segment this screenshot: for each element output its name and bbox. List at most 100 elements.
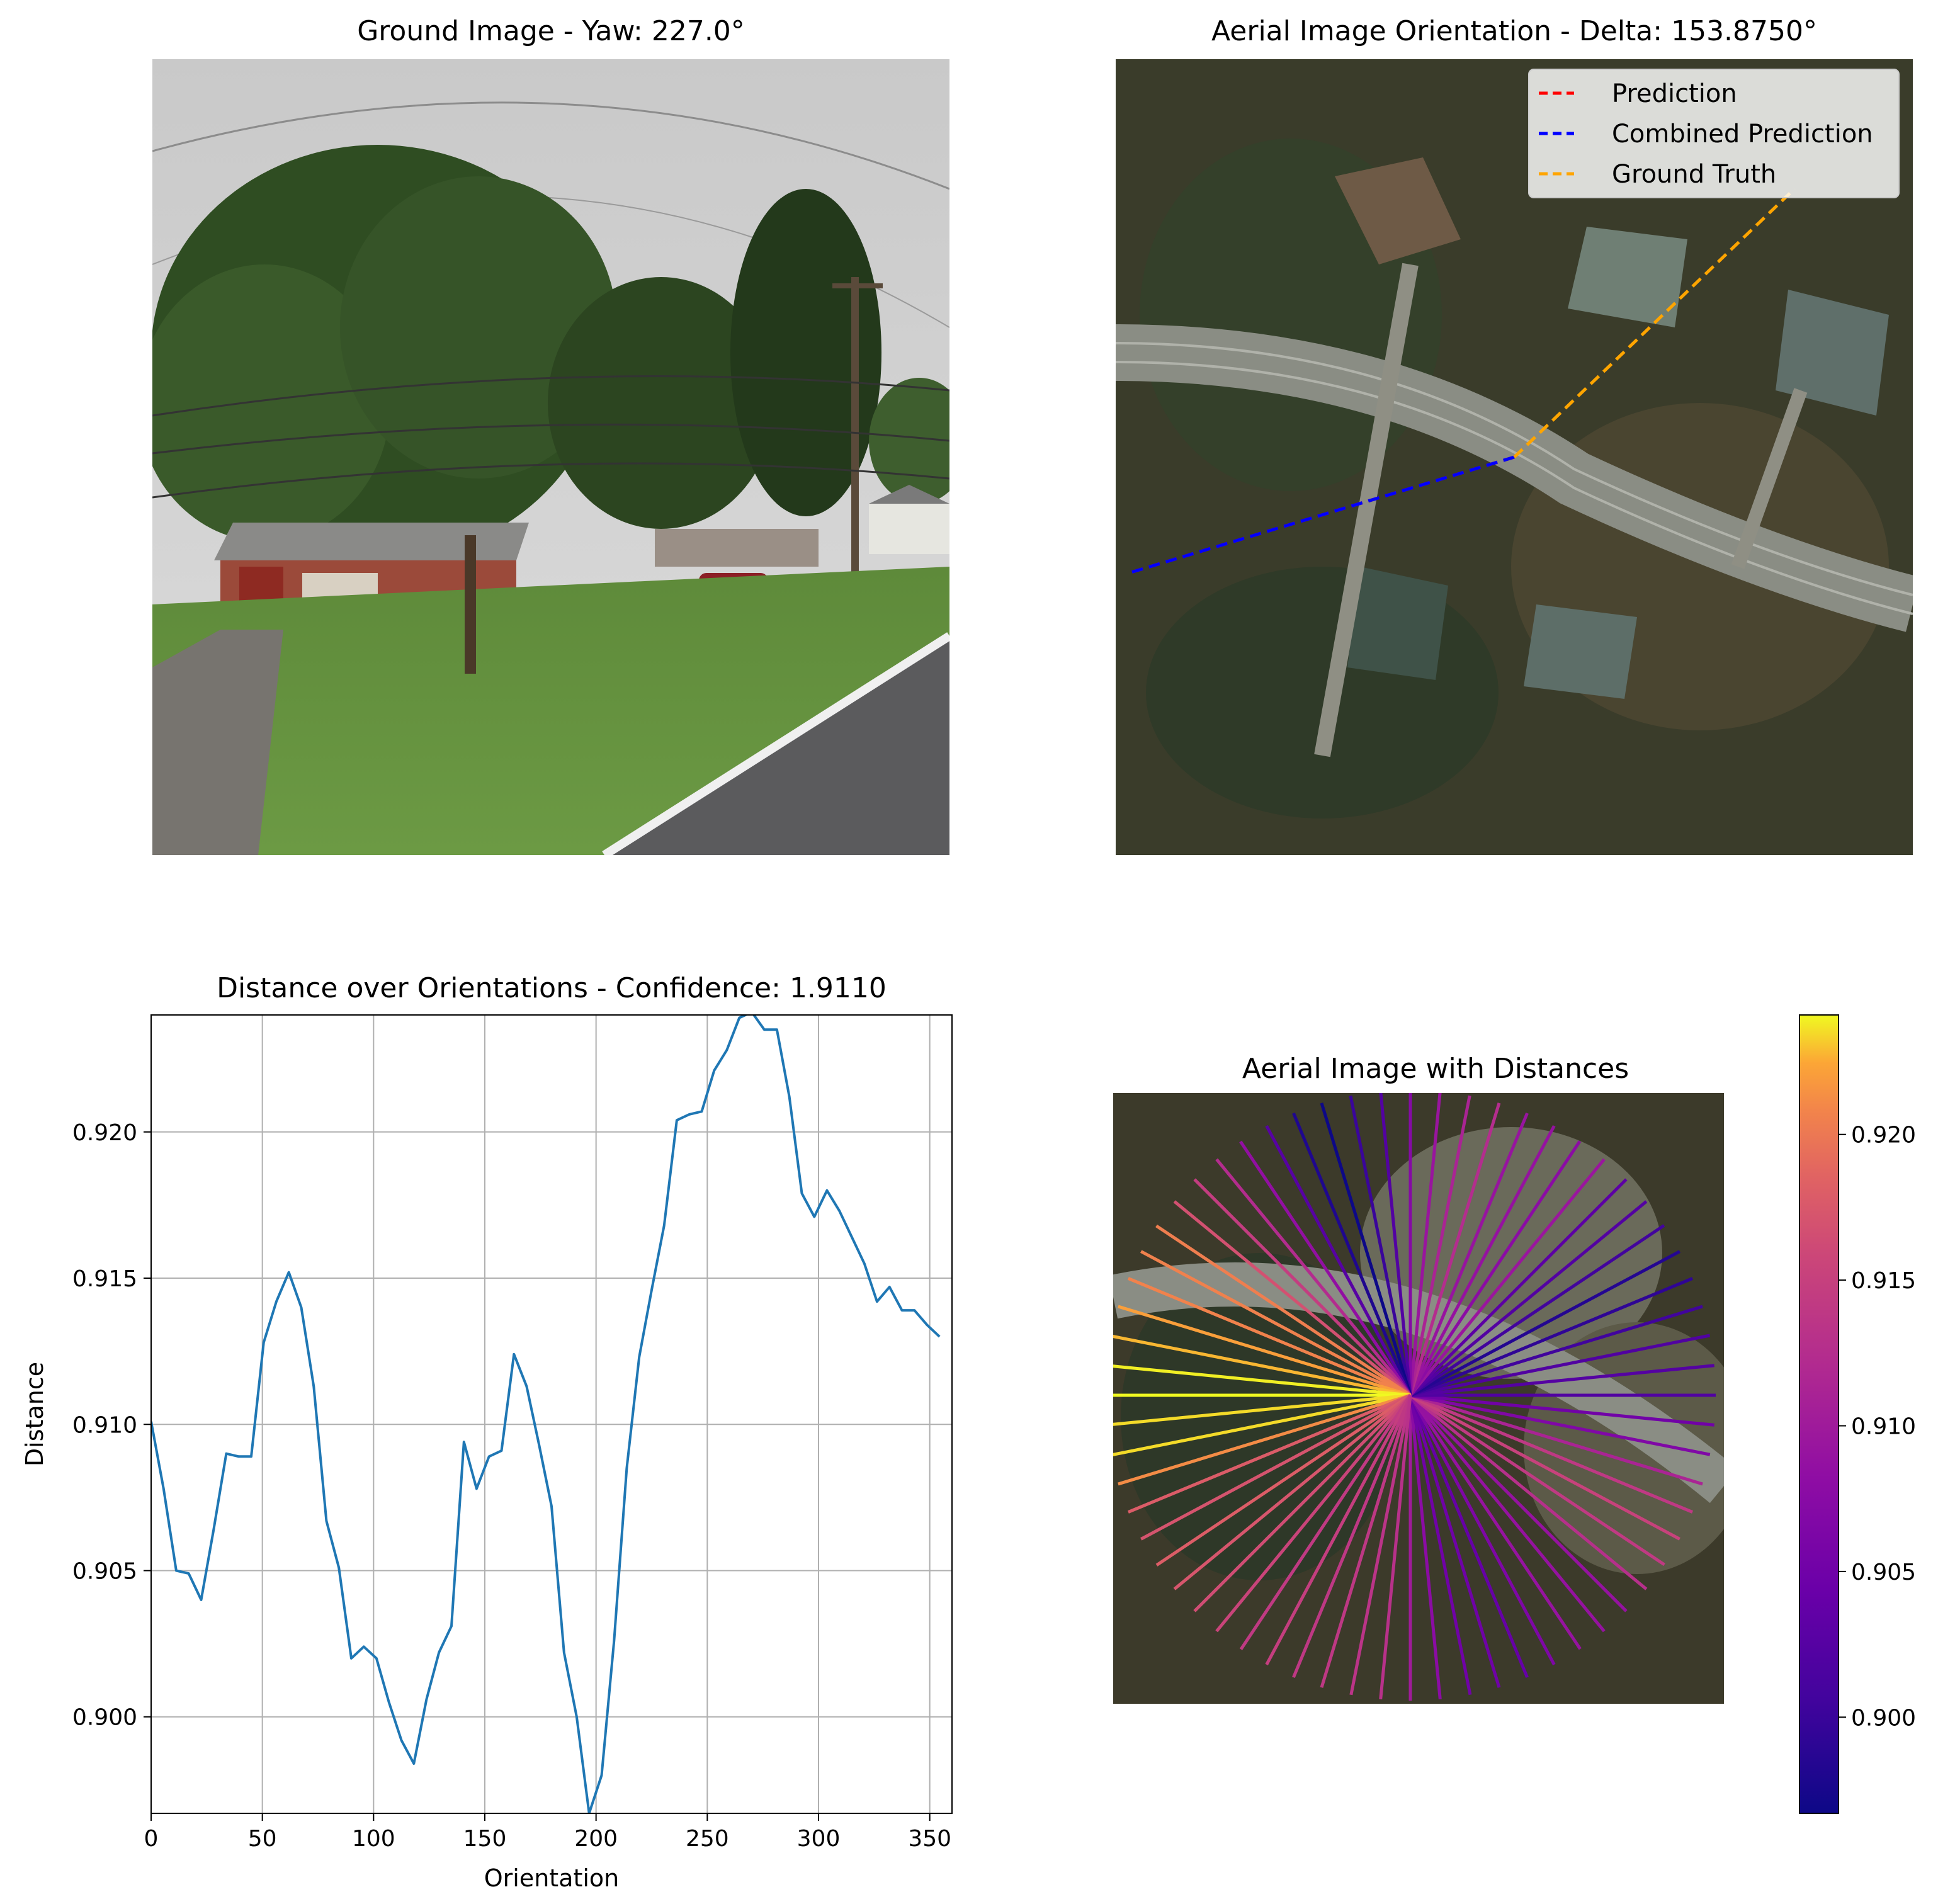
orientation-ray <box>1140 1393 1412 1541</box>
legend-label-prediction: Prediction <box>1612 79 1737 108</box>
distance-series-line <box>151 1015 941 1813</box>
orientation-ray <box>1379 1395 1412 1699</box>
orientation-ray <box>1193 1178 1412 1397</box>
ground-truth-line <box>1513 188 1796 458</box>
distances-title: Aerial Image with Distances <box>1242 1053 1629 1085</box>
orientation-ray <box>1408 1140 1582 1397</box>
colorbar-tick-label: 0.920 <box>1851 1123 1916 1148</box>
orientation-ray <box>1410 1364 1714 1397</box>
orientation-ray <box>1379 1093 1412 1396</box>
orientation-ray <box>1408 1395 1501 1688</box>
orientation-ray <box>1408 1395 1442 1699</box>
x-tick-label: 300 <box>797 1826 841 1852</box>
orientation-ray <box>1173 1394 1412 1590</box>
y-axis-label: Distance <box>21 1362 48 1466</box>
orientation-ray <box>1409 1158 1606 1397</box>
orientation-ray <box>1409 1250 1680 1397</box>
orientation-ray <box>1349 1395 1412 1696</box>
orientation-ray <box>1410 1334 1711 1397</box>
x-tick-label: 150 <box>463 1826 507 1852</box>
colorbar-tick-label: 0.900 <box>1851 1705 1916 1731</box>
orientation-ray <box>1408 1395 1472 1696</box>
orientation-ray <box>1265 1125 1412 1397</box>
orientation-ray <box>1410 1393 1711 1456</box>
orientation-ray <box>1292 1395 1412 1679</box>
orientation-ray <box>1113 1335 1411 1397</box>
orientation-ray <box>1320 1102 1412 1396</box>
colorbar-gradient <box>1799 1014 1839 1814</box>
orientation-ray <box>1410 1393 1714 1427</box>
orientation-ray <box>1118 1393 1411 1486</box>
orientation-ray <box>1292 1112 1412 1396</box>
orientation-ray <box>1408 1102 1501 1396</box>
colorbar-tick-label: 0.915 <box>1851 1268 1916 1294</box>
orientation-ray <box>1408 1095 1471 1396</box>
orientation-ray <box>1320 1395 1412 1688</box>
x-tick-label: 0 <box>144 1826 159 1852</box>
orientation-ray <box>1409 1394 1648 1590</box>
ground-title: Ground Image - Yaw: 227.0° <box>357 15 745 47</box>
orientation-ray <box>1409 1394 1628 1612</box>
orientation-ray <box>1408 1125 1556 1397</box>
x-tick-label: 50 <box>248 1826 277 1852</box>
orientation-ray <box>1409 1224 1665 1397</box>
ground-photo <box>152 59 949 855</box>
x-tick-label: 350 <box>908 1826 951 1852</box>
x-tick-label: 100 <box>352 1826 395 1852</box>
orientation-ray <box>1409 1200 1648 1397</box>
orientation-ray <box>1409 1393 1665 1567</box>
x-axis-label: Orientation <box>484 1864 620 1892</box>
orientation-ray <box>1155 1224 1412 1397</box>
colorbar-tick-label: 0.905 <box>1851 1560 1916 1585</box>
combined-prediction-line <box>1128 455 1515 575</box>
orientation-ray <box>1118 1305 1411 1397</box>
orientation-ray <box>1410 1277 1694 1397</box>
orientation-ray <box>1408 1394 1556 1665</box>
orientation-ray <box>1140 1250 1412 1397</box>
orientation-ray <box>1127 1277 1411 1397</box>
orientation-ray <box>1409 1393 1680 1541</box>
legend-label-combined: Combined Prediction <box>1612 120 1873 149</box>
orientation-ray <box>1408 1394 1582 1650</box>
orientation-ray <box>1193 1394 1412 1612</box>
orientation-ray <box>1409 1178 1628 1397</box>
orientation-ray <box>1349 1095 1412 1396</box>
aerial-panel: Aerial Image Orientation - Delta: 153.87… <box>1116 15 1913 855</box>
x-axis-ticks: 0 50 100 150 200 250 300 350 <box>144 1813 951 1852</box>
x-tick-label: 200 <box>574 1826 618 1852</box>
colorbar: 0.900 0.905 0.910 0.915 0.920 <box>1799 1014 1916 1814</box>
orientation-ray <box>1155 1393 1412 1567</box>
distance-line-chart: Distance over Orientations - Confidence:… <box>21 972 953 1892</box>
orientation-ray <box>1408 1093 1442 1396</box>
orientation-ray <box>1410 1305 1703 1397</box>
orientation-ray <box>1408 1395 1529 1679</box>
orientation-ray <box>1410 1393 1703 1486</box>
orientation-ray <box>1215 1394 1412 1633</box>
gridlines <box>150 1015 952 1813</box>
colorbar-tick-label: 0.910 <box>1851 1414 1916 1440</box>
orientation-ray <box>1239 1140 1412 1397</box>
plot-frame <box>150 1014 953 1814</box>
orientation-ray <box>1127 1393 1411 1514</box>
orientation-rays <box>1113 1093 1716 1701</box>
chart-title: Distance over Orientations - Confidence:… <box>217 972 887 1004</box>
orientation-ray <box>1113 1364 1411 1397</box>
y-tick-label: 0.915 <box>72 1266 137 1292</box>
y-tick-label: 0.905 <box>72 1558 137 1584</box>
distances-panel: Aerial Image with Distances 0.9000.9050.… <box>1113 1014 1916 1814</box>
aerial-title: Aerial Image Orientation - Delta: 153.87… <box>1211 15 1817 47</box>
aerial-legend: Prediction Combined Prediction Ground Tr… <box>1528 69 1900 198</box>
y-tick-label: 0.910 <box>72 1412 137 1438</box>
orientation-ray <box>1113 1393 1411 1456</box>
orientation-ray <box>1113 1393 1411 1426</box>
orientation-ray <box>1173 1200 1412 1397</box>
orientation-ray <box>1215 1158 1412 1397</box>
orientation-ray <box>1410 1393 1694 1514</box>
orientation-ray <box>1408 1112 1529 1396</box>
ground-panel: Ground Image - Yaw: 227.0° <box>152 15 949 855</box>
legend-label-ground-truth: Ground Truth <box>1612 160 1776 189</box>
colorbar-ticks: 0.900 0.905 0.910 0.915 0.920 <box>1839 1123 1916 1731</box>
orientation-ray <box>1265 1394 1412 1665</box>
orientation-ray <box>1409 1394 1606 1633</box>
